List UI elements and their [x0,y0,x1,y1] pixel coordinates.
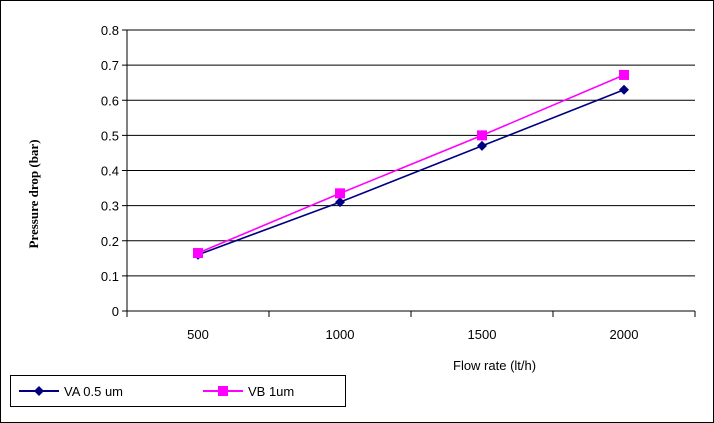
y-tick-label: 0.5 [101,128,119,143]
y-tick-label: 0 [112,304,119,319]
legend-item-vb: VB 1um [201,376,294,406]
y-tick-label: 0.8 [101,23,119,38]
data-point [335,188,345,199]
y-tick-label: 0.7 [101,58,119,73]
legend-label-vb: VB 1um [248,383,295,399]
data-point [477,140,487,151]
data-point [619,69,629,80]
legend-label-va: VA 0.5 um [64,383,124,399]
y-tick-label: 0.6 [101,93,119,108]
y-tick-label: 0.4 [101,164,119,179]
legend-item-va: VA 0.5 um [17,376,123,406]
data-point [193,248,203,259]
series-line [197,74,625,254]
data-point [477,130,487,141]
x-tick-label: 2000 [610,327,639,342]
legend-swatch-diamond-icon [19,386,59,396]
data-point [335,197,345,208]
y-tick-label: 0.2 [101,234,119,249]
x-tick-label: 1000 [326,327,355,342]
legend: VA 0.5 um VB 1um [10,375,346,407]
x-axis-label: Flow rate (lt/h) [453,358,537,373]
series-line [197,88,625,256]
x-tick-label: 500 [187,327,209,342]
x-tick-label: 1500 [468,327,497,342]
y-tick-label: 0.3 [101,199,119,214]
y-tick-label: 0.1 [101,269,119,284]
data-point [619,84,629,95]
y-axis-label: Pressure drop (bar) [26,139,41,249]
legend-swatch-square-icon [203,386,243,396]
